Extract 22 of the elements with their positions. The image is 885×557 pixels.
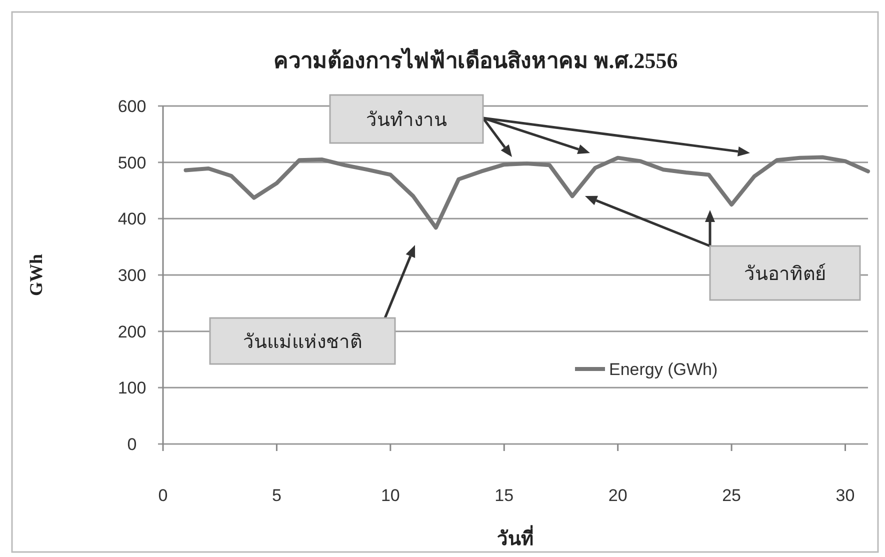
x-tick-label: 10 — [380, 486, 400, 505]
legend-label: Energy (GWh) — [609, 360, 718, 379]
chart-title: ความต้องการไฟฟ้าเดือนสิงหาคม พ.ศ.2556 — [273, 47, 678, 73]
y-tick-label: 0 — [127, 435, 137, 454]
line-series — [184, 155, 870, 230]
y-tick-label: 500 — [118, 153, 146, 172]
x-tick-label: 20 — [608, 486, 628, 505]
annotation: วันทำงาน — [366, 110, 447, 131]
y-axis-title: GWh — [26, 254, 46, 296]
y-tick-label: 400 — [118, 210, 146, 229]
x-axis-title: วันที่ — [497, 525, 534, 550]
annotation: วันแม่แห่งชาติ — [243, 332, 362, 353]
y-tick-label: 200 — [118, 322, 146, 342]
y-tick-label: 100 — [118, 378, 146, 398]
x-tick-label: 30 — [836, 486, 855, 505]
x-tick-label: 25 — [722, 486, 742, 505]
x-tick-label: 0 — [158, 486, 168, 505]
y-tick-label: 600 — [118, 97, 146, 116]
x-tick-label: 5 — [272, 486, 282, 505]
annotation: วันอาทิตย์ — [744, 263, 826, 285]
y-tick-label: 300 — [118, 266, 146, 285]
x-tick-label: 15 — [494, 486, 514, 505]
